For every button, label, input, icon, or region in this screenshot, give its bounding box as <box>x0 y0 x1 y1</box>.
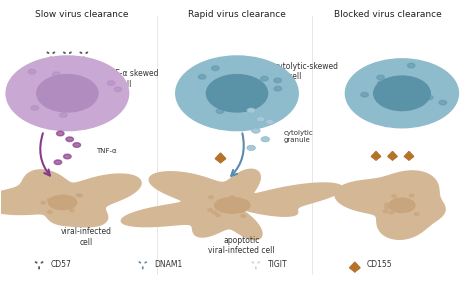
Circle shape <box>211 66 219 70</box>
Circle shape <box>247 101 255 105</box>
Circle shape <box>233 82 240 87</box>
Text: Blocked virus clearance: Blocked virus clearance <box>334 10 442 19</box>
Ellipse shape <box>389 198 415 213</box>
Circle shape <box>406 205 410 208</box>
Circle shape <box>60 113 67 117</box>
Circle shape <box>56 131 64 136</box>
Circle shape <box>54 160 62 164</box>
Polygon shape <box>349 262 360 272</box>
Polygon shape <box>388 151 397 160</box>
Circle shape <box>247 108 255 113</box>
Text: cytolytic-skewed
NK cell: cytolytic-skewed NK cell <box>275 62 339 81</box>
Circle shape <box>107 81 115 86</box>
Circle shape <box>397 106 405 110</box>
Circle shape <box>274 78 282 83</box>
Circle shape <box>206 75 268 112</box>
Circle shape <box>220 202 225 205</box>
Circle shape <box>72 80 79 85</box>
Circle shape <box>248 81 255 86</box>
Circle shape <box>73 143 81 147</box>
Circle shape <box>42 85 49 90</box>
Circle shape <box>69 209 74 212</box>
Circle shape <box>247 145 255 151</box>
Circle shape <box>385 206 389 209</box>
Circle shape <box>414 213 419 215</box>
Circle shape <box>252 128 260 133</box>
Circle shape <box>384 203 389 206</box>
Circle shape <box>41 201 46 204</box>
Circle shape <box>256 117 265 122</box>
Circle shape <box>28 69 36 74</box>
Circle shape <box>198 75 206 79</box>
Circle shape <box>261 137 270 142</box>
Circle shape <box>266 119 274 125</box>
Circle shape <box>176 56 298 130</box>
Circle shape <box>261 76 268 81</box>
Circle shape <box>241 215 246 217</box>
Circle shape <box>389 211 394 214</box>
Circle shape <box>74 102 82 106</box>
Circle shape <box>406 99 413 104</box>
Circle shape <box>47 198 52 201</box>
Circle shape <box>216 109 224 113</box>
Circle shape <box>230 196 235 199</box>
Circle shape <box>53 72 60 77</box>
Circle shape <box>384 87 392 91</box>
Circle shape <box>408 63 415 68</box>
Text: Rapid virus clearance: Rapid virus clearance <box>188 10 286 19</box>
Circle shape <box>383 210 388 213</box>
Text: Slow virus clearance: Slow virus clearance <box>35 10 128 19</box>
Circle shape <box>64 154 71 159</box>
Polygon shape <box>215 153 226 163</box>
Circle shape <box>274 86 282 91</box>
Circle shape <box>220 200 225 203</box>
Circle shape <box>346 59 458 128</box>
Text: TIGIT: TIGIT <box>268 260 287 269</box>
Polygon shape <box>404 151 414 160</box>
Circle shape <box>377 81 385 86</box>
Circle shape <box>392 195 397 197</box>
Circle shape <box>374 76 430 110</box>
Polygon shape <box>371 151 381 160</box>
Text: apoptotic
viral-infected cell: apoptotic viral-infected cell <box>209 236 275 255</box>
Circle shape <box>36 75 98 112</box>
Circle shape <box>114 87 121 92</box>
Circle shape <box>66 137 73 142</box>
Circle shape <box>6 56 128 130</box>
Circle shape <box>386 100 394 105</box>
Circle shape <box>209 196 213 199</box>
Circle shape <box>439 100 447 105</box>
Text: cytolytic
granule: cytolytic granule <box>284 130 314 143</box>
Ellipse shape <box>215 197 250 213</box>
Circle shape <box>213 82 220 87</box>
Circle shape <box>78 194 82 197</box>
Polygon shape <box>121 169 343 240</box>
Circle shape <box>74 82 82 86</box>
Circle shape <box>377 75 384 80</box>
Text: TNF-α skewed
NK cell: TNF-α skewed NK cell <box>105 69 159 89</box>
Ellipse shape <box>48 195 77 210</box>
Circle shape <box>215 214 220 217</box>
Polygon shape <box>0 170 141 227</box>
Circle shape <box>57 201 62 204</box>
Polygon shape <box>335 171 445 239</box>
Circle shape <box>59 197 64 199</box>
Circle shape <box>425 95 433 100</box>
Circle shape <box>410 194 414 197</box>
Circle shape <box>212 211 217 214</box>
Circle shape <box>208 209 212 211</box>
Text: viral-infected
cell: viral-infected cell <box>61 227 112 246</box>
Circle shape <box>76 194 81 197</box>
Text: CD57: CD57 <box>51 260 72 269</box>
Circle shape <box>47 211 52 213</box>
Text: DNAM1: DNAM1 <box>155 260 183 269</box>
Circle shape <box>361 93 368 97</box>
Text: TNF-α: TNF-α <box>96 148 116 154</box>
Text: CD155: CD155 <box>366 260 392 269</box>
Circle shape <box>31 106 38 110</box>
